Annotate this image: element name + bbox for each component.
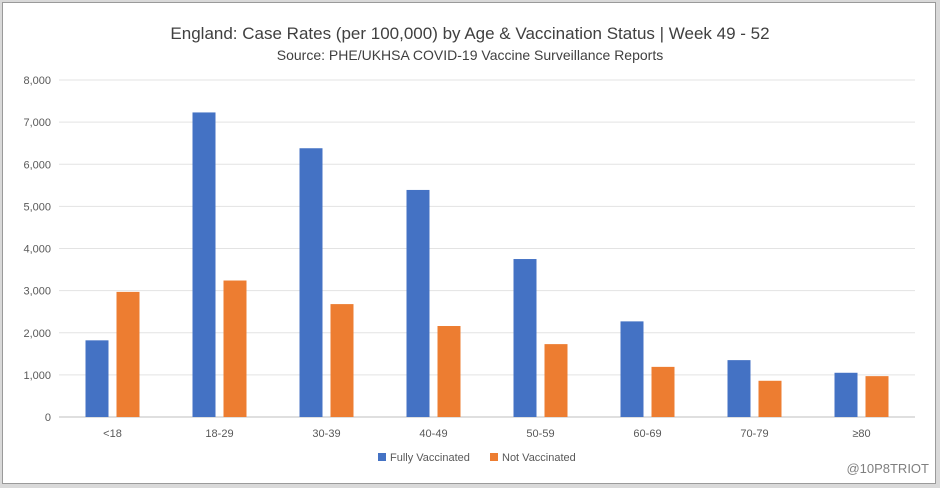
x-tick-label: 40-49 xyxy=(419,428,447,440)
y-tick-label: 5,000 xyxy=(23,201,51,213)
y-tick-label: 8,000 xyxy=(23,75,51,87)
legend-swatch xyxy=(490,453,498,461)
x-tick-label: 50-59 xyxy=(526,428,554,440)
bar-not-vaccinated xyxy=(544,344,568,417)
y-tick-label: 2,000 xyxy=(23,328,51,340)
bars xyxy=(85,112,889,417)
bar-not-vaccinated xyxy=(437,326,461,417)
bar-fully-vaccinated xyxy=(727,360,751,417)
bar-not-vaccinated xyxy=(865,376,889,417)
y-tick-label: 6,000 xyxy=(23,159,51,171)
chart-subtitle: Source: PHE/UKHSA COVID-19 Vaccine Surve… xyxy=(277,47,663,63)
x-tick-label: 30-39 xyxy=(312,428,340,440)
x-tick-label: ≥80 xyxy=(852,428,870,440)
bar-fully-vaccinated xyxy=(299,148,323,417)
bar-fully-vaccinated xyxy=(620,321,644,417)
bar-not-vaccinated xyxy=(651,366,675,417)
bar-fully-vaccinated xyxy=(513,259,537,417)
legend-label: Fully Vaccinated xyxy=(390,452,470,464)
y-axis-ticks: 0 1,000 2,000 3,000 4,000 5,000 6,000 7,000 8,00… xyxy=(23,75,51,424)
x-tick-label: 60-69 xyxy=(633,428,661,440)
legend-label: Not Vaccinated xyxy=(502,452,576,464)
x-tick-label: <18 xyxy=(103,428,122,440)
legend: Fully Vaccinated Not Vaccinated xyxy=(378,452,576,464)
legend-swatch xyxy=(378,453,386,461)
bar-not-vaccinated xyxy=(330,304,354,417)
bar-fully-vaccinated xyxy=(834,372,858,417)
y-tick-label: 4,000 xyxy=(23,244,51,256)
chart-title: England: Case Rates (per 100,000) by Age… xyxy=(170,24,769,43)
x-tick-label: 18-29 xyxy=(205,428,233,440)
y-tick-label: 1,000 xyxy=(23,370,51,382)
bar-fully-vaccinated xyxy=(406,189,430,417)
bar-chart: England: Case Rates (per 100,000) by Age… xyxy=(23,24,929,476)
bar-not-vaccinated xyxy=(223,280,247,417)
bar-fully-vaccinated xyxy=(192,112,216,417)
bar-fully-vaccinated xyxy=(85,340,109,417)
gridlines xyxy=(59,79,915,418)
y-tick-label: 3,000 xyxy=(23,286,51,298)
watermark: @10P8TRIOT xyxy=(846,461,929,476)
y-tick-label: 7,000 xyxy=(23,117,51,129)
bar-not-vaccinated xyxy=(758,380,782,417)
bar-not-vaccinated xyxy=(116,291,140,417)
x-axis-ticks: <18 18-29 30-39 40-49 50-59 60-69 70-79 ≥80 xyxy=(103,428,870,440)
y-tick-label: 0 xyxy=(45,412,51,424)
x-tick-label: 70-79 xyxy=(740,428,768,440)
